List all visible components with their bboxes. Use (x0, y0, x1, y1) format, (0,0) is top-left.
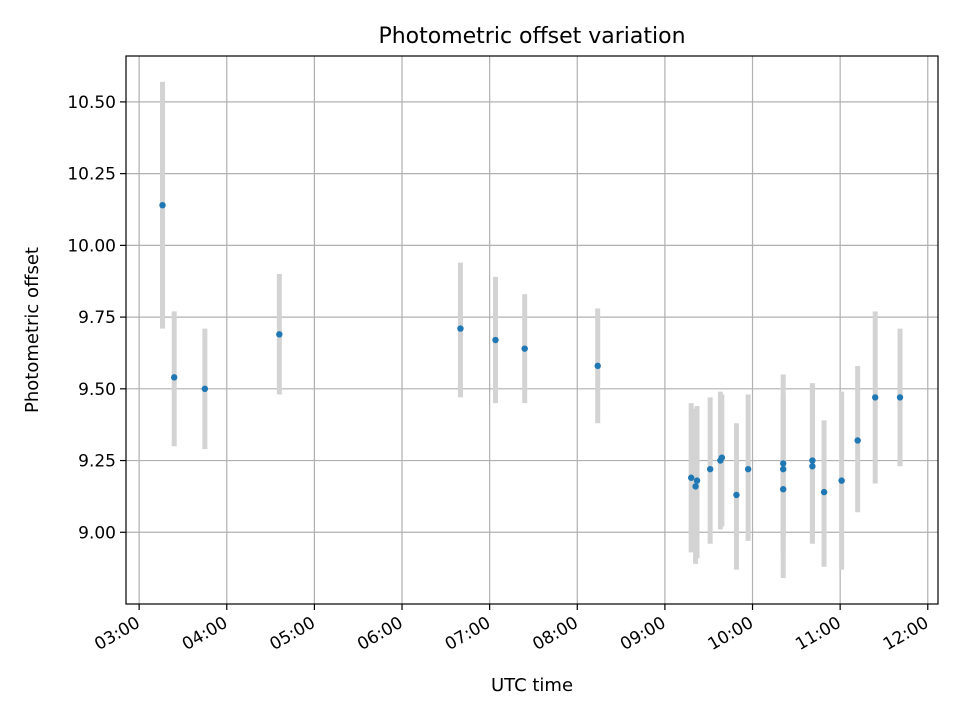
data-point (809, 457, 816, 464)
data-point (744, 465, 752, 473)
data-point (276, 331, 283, 338)
data-point (838, 477, 845, 484)
plot-frame (125, 55, 939, 605)
chart-title: Photometric offset variation (378, 24, 685, 49)
data-point (854, 437, 861, 444)
y-tick-label: 9.00 (78, 523, 116, 543)
y-tick-label: 9.25 (78, 452, 116, 472)
y-tick-label: 10.50 (67, 93, 116, 113)
data-point (687, 474, 695, 481)
data-point (820, 488, 828, 496)
y-axis-label: Photometric offset (22, 247, 43, 413)
data-point (521, 345, 528, 352)
y-tick-label: 10.25 (67, 165, 116, 185)
data-point (594, 362, 601, 370)
data-point (492, 336, 499, 344)
data-point (733, 491, 740, 499)
plot-area (126, 56, 938, 604)
data-point (779, 460, 787, 467)
data-point (693, 477, 701, 484)
data-point (159, 201, 166, 209)
data-point (809, 463, 816, 470)
data-point (872, 394, 879, 401)
data-points (159, 201, 904, 499)
data-point (718, 454, 726, 461)
y-tick-label: 10.00 (67, 236, 116, 256)
grid (126, 56, 938, 604)
data-point (779, 465, 787, 473)
y-tick-label: 9.75 (78, 308, 116, 328)
data-point (170, 374, 178, 381)
data-point (779, 486, 787, 493)
y-tick-label: 9.50 (78, 380, 116, 400)
data-point (201, 385, 209, 393)
data-point (896, 394, 904, 401)
data-point (692, 483, 699, 490)
x-axis-label: UTC time (491, 675, 573, 696)
data-point (706, 465, 714, 473)
data-point (457, 325, 464, 332)
